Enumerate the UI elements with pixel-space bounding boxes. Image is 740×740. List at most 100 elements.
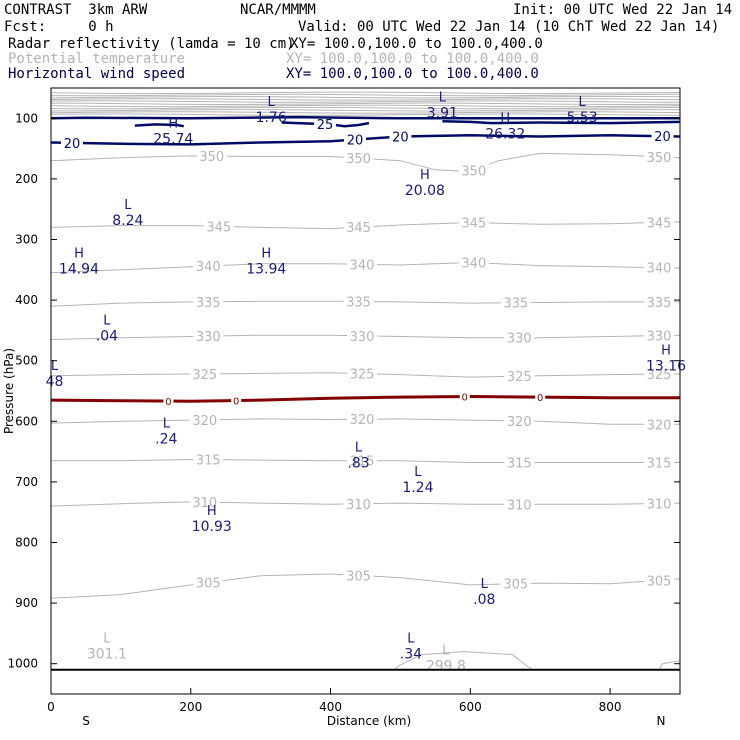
wind-contour-25 [134,123,185,128]
x-tick-label: 200 [179,700,202,714]
extremum-letter: L [439,90,447,105]
field-name-wind: Horizontal wind speed [8,66,186,82]
theta-label-bg [458,163,489,178]
theta-contour-label: 350 [647,151,672,166]
theta-contour-label: 335 [196,296,221,311]
theta-label-bg [458,215,489,230]
upper-theta-line [51,93,680,97]
forecast-hour: Fcst: 0 h [4,19,114,35]
extremum-value: 14.94 [59,262,99,278]
extremum-value: .34 [400,646,422,662]
theta-label-bg [343,568,374,583]
organization-label: NCAR/MMMM [240,2,316,18]
extremum-letter: H [207,504,217,519]
wind-contours: 20 20 20 20 25 [51,115,680,152]
theta-contour-label: 330 [196,330,221,345]
extremum-value: 25.74 [153,131,193,147]
wind-label-bg [389,129,412,144]
theta-label-bg [193,259,224,274]
extremum-letter: L [414,465,422,480]
theta-label-bg [644,149,675,164]
extremum-value: 20.08 [405,183,445,199]
theta-contour-label: 345 [206,220,231,235]
valid-time: Valid: 00 UTC Wed 22 Jan 14 (10 ChT Wed … [298,19,720,35]
extremum-value: 1.24 [402,480,433,496]
theta-label-bg [189,495,220,510]
y-tick-label: 600 [15,414,38,428]
theta-label-bg [193,575,224,590]
theta-contour-label: 305 [346,569,371,584]
x-end-label-north: N [657,714,666,728]
y-tick-label: 900 [15,596,38,610]
reflectivity-zero-contour [51,394,680,403]
y-tick-label: 1000 [7,657,38,671]
theta-contour-label: 305 [196,577,221,592]
theta-contour-label: 320 [192,414,217,429]
plot-frame [50,87,681,695]
theta-contour-label: 330 [647,330,672,345]
theta-contour-label: 350 [461,164,486,179]
theta-label-bg [644,260,675,275]
theta-contour-350 [51,152,680,173]
extremum-value: 26.32 [485,127,525,143]
extremum-value: 10.93 [192,519,232,535]
theta-label-bg [347,257,378,272]
x-tick-label: 800 [599,700,622,714]
theta-label-bg [189,366,220,381]
experiment-title: CONTRAST 3km ARW [4,2,148,18]
extremum-value: 3.91 [427,105,458,121]
theta-contour-label: 340 [647,262,672,277]
theta-label-bg [343,151,374,166]
wind-label-bg [313,117,336,132]
theta-label-bg [193,329,224,344]
theta-label-bg [347,366,378,381]
theta-label-bg [504,369,535,384]
theta-label-bg [644,367,675,382]
field-xy-wind: XY= 100.0,100.0 to 100.0,400.0 [286,66,539,82]
field-xy-theta: XY= 100.0,100.0 to 100.0,400.0 [286,51,539,67]
extremum-letter: L [51,359,59,374]
extremum-value: 48 [46,374,64,390]
extremum-letter: L [124,198,132,213]
theta-contour-label: 305 [503,578,528,593]
theta-contour-label: 330 [350,330,375,345]
theta-contour-label: 325 [647,368,672,383]
theta-contour-label: 315 [196,454,221,469]
extremum-letter: L [268,95,276,110]
upper-theta-line [51,109,680,112]
theta-label-bg [644,455,675,470]
theta-contour-label: 350 [346,152,371,167]
reflectivity-label-bg [459,390,470,403]
wind-contour-label: 20 [654,130,671,145]
wind-contour-20 [51,115,680,120]
theta-label-bg [347,412,378,427]
wind-label-bg [60,135,83,150]
y-axis-label: Pressure (hPa) [2,348,16,434]
extremum-letter: L [442,644,450,659]
theta-contour-label: 315 [507,457,532,472]
extremum-letter: L [355,441,363,456]
extremum-letter: H [74,247,84,262]
theta-label-bg [196,149,227,164]
y-tick-label: 300 [15,233,38,247]
theta-label-bg [644,215,675,230]
reflectivity-label-bg [163,395,174,408]
upper-theta-line [51,95,680,99]
theta-contour-label: 335 [346,296,371,311]
y-tick-label: 800 [15,536,38,550]
wind-contour-label: 20 [64,137,81,152]
extremum-value: 1.76 [256,110,287,126]
wind-label-bg [344,132,367,147]
theta-label-bg [644,417,675,432]
extremum-letter: H [261,247,271,262]
wind-contour-25 [442,120,680,125]
theta-label-bg [193,452,224,467]
extremum-letter: H [168,116,178,131]
extremum-letter: L [103,631,111,646]
theta-contour-label: 315 [350,455,375,470]
theta-label-bg [644,294,675,309]
theta-contour-label: 310 [647,497,672,512]
reflectivity-label-bg [535,391,546,404]
wind-label-bg [651,129,674,144]
upper-theta-line [51,98,680,101]
